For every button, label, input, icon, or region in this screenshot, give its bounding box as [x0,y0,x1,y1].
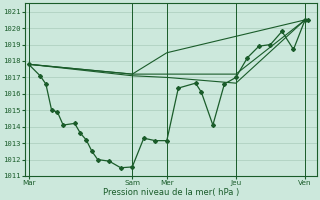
X-axis label: Pression niveau de la mer( hPa ): Pression niveau de la mer( hPa ) [103,188,239,197]
